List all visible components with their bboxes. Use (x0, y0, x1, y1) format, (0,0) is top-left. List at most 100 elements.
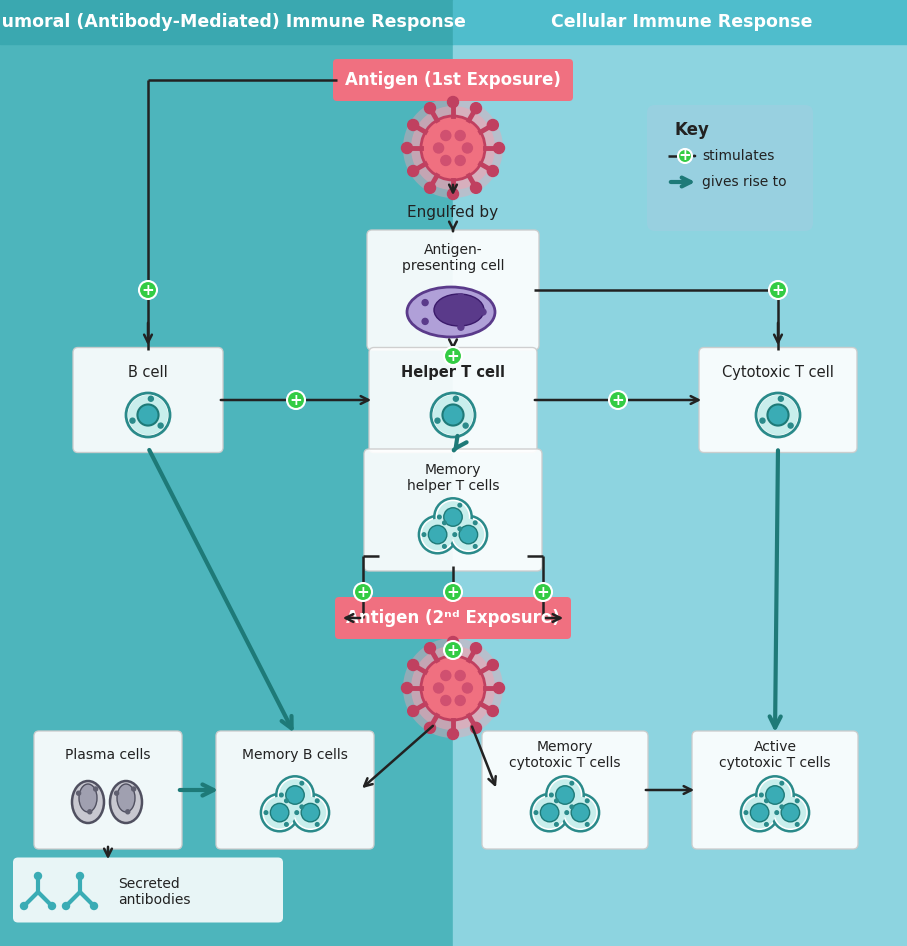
Circle shape (264, 811, 268, 815)
FancyBboxPatch shape (692, 731, 858, 849)
Circle shape (795, 823, 799, 826)
Circle shape (287, 391, 305, 409)
Circle shape (570, 805, 573, 809)
Circle shape (550, 793, 553, 797)
Bar (0, 0, 453, 44)
Circle shape (447, 728, 459, 740)
Circle shape (419, 516, 456, 553)
Circle shape (285, 799, 288, 802)
Circle shape (444, 347, 462, 365)
Circle shape (471, 183, 482, 193)
Circle shape (765, 799, 768, 802)
Circle shape (126, 810, 130, 814)
Text: +: + (141, 283, 154, 297)
Circle shape (441, 671, 451, 680)
Circle shape (571, 803, 590, 822)
Text: +: + (289, 393, 302, 408)
Circle shape (447, 637, 459, 647)
Ellipse shape (407, 287, 495, 337)
Circle shape (556, 786, 574, 804)
Circle shape (431, 393, 475, 437)
Text: +: + (446, 642, 459, 657)
Circle shape (132, 787, 136, 791)
Circle shape (443, 405, 463, 426)
Circle shape (444, 583, 462, 601)
Circle shape (772, 794, 809, 832)
Circle shape (316, 823, 319, 826)
Circle shape (759, 780, 791, 811)
Circle shape (48, 902, 55, 909)
Circle shape (493, 682, 504, 693)
Circle shape (766, 786, 785, 804)
Circle shape (781, 803, 800, 822)
Circle shape (277, 777, 314, 814)
Circle shape (422, 300, 428, 306)
Text: Engulfed by: Engulfed by (407, 204, 499, 219)
Circle shape (765, 823, 768, 826)
Circle shape (402, 143, 413, 153)
Circle shape (549, 780, 580, 811)
Circle shape (407, 659, 419, 671)
Circle shape (261, 794, 298, 832)
Bar (453, 0, 907, 44)
Text: Cellular Immune Response: Cellular Immune Response (551, 13, 813, 31)
Circle shape (354, 583, 372, 601)
FancyBboxPatch shape (699, 347, 857, 452)
Circle shape (570, 781, 573, 785)
Circle shape (493, 143, 504, 153)
Circle shape (21, 902, 27, 909)
Circle shape (744, 811, 747, 815)
Circle shape (286, 786, 304, 804)
Circle shape (421, 656, 485, 720)
Circle shape (750, 803, 769, 822)
Circle shape (447, 96, 459, 108)
Circle shape (767, 405, 788, 426)
FancyBboxPatch shape (364, 449, 542, 571)
Circle shape (455, 671, 465, 680)
Circle shape (444, 508, 463, 526)
Circle shape (126, 393, 170, 437)
Circle shape (63, 902, 70, 909)
Circle shape (428, 525, 447, 544)
Circle shape (760, 418, 765, 423)
Circle shape (300, 781, 304, 785)
Text: +: + (446, 585, 459, 600)
Circle shape (546, 777, 584, 814)
Text: Secreted
antibodies: Secreted antibodies (118, 877, 190, 907)
Circle shape (300, 805, 304, 809)
Circle shape (88, 810, 92, 814)
Circle shape (434, 499, 472, 535)
Bar (453, 0, 907, 946)
Circle shape (407, 119, 419, 131)
Text: +: + (678, 149, 691, 164)
Circle shape (433, 395, 473, 435)
Circle shape (487, 166, 498, 177)
Circle shape (455, 155, 465, 166)
Text: Antigen-
presenting cell: Antigen- presenting cell (402, 243, 504, 273)
Circle shape (585, 799, 589, 802)
Circle shape (93, 787, 98, 791)
Circle shape (463, 683, 473, 693)
Circle shape (441, 695, 451, 706)
Circle shape (434, 143, 444, 153)
Circle shape (76, 791, 81, 796)
Circle shape (459, 525, 478, 544)
Circle shape (778, 396, 784, 401)
Circle shape (534, 811, 538, 815)
Circle shape (422, 319, 428, 324)
Circle shape (264, 797, 296, 829)
Circle shape (554, 799, 558, 802)
Circle shape (424, 723, 435, 733)
Circle shape (407, 166, 419, 177)
Circle shape (316, 799, 319, 802)
Circle shape (471, 723, 482, 733)
Circle shape (76, 872, 83, 880)
Text: +: + (446, 348, 459, 363)
Circle shape (775, 797, 806, 829)
Circle shape (741, 794, 778, 832)
FancyBboxPatch shape (333, 59, 573, 101)
Text: Humoral (Antibody-Mediated) Immune Response: Humoral (Antibody-Mediated) Immune Respo… (0, 13, 465, 31)
Circle shape (463, 423, 468, 429)
Text: +: + (611, 393, 624, 408)
Circle shape (437, 501, 469, 533)
